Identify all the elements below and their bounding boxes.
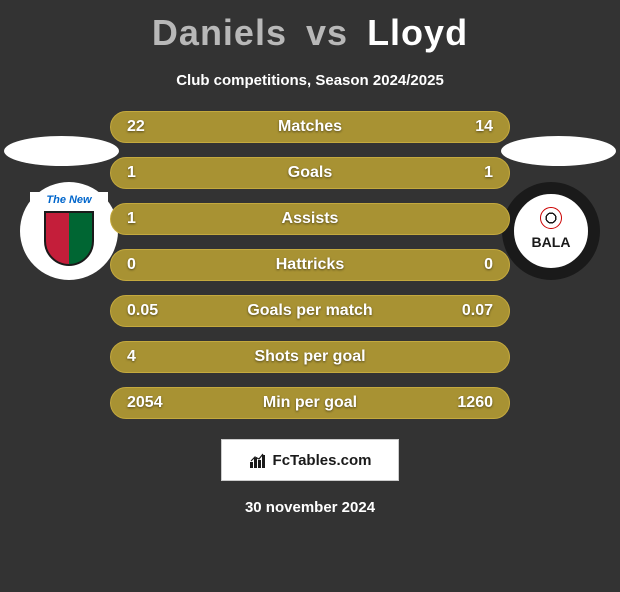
crest-right-inner: BALA xyxy=(521,201,581,261)
stat-left-value: 22 xyxy=(127,118,145,136)
stat-right-value: 0 xyxy=(484,256,493,274)
stat-left-value: 1 xyxy=(127,210,136,228)
stat-label: Shots per goal xyxy=(254,348,365,366)
vs-text: vs xyxy=(306,12,348,53)
page-title: Daniels vs Lloyd xyxy=(0,12,620,54)
stat-bar: 0 Hattricks 0 xyxy=(110,249,510,281)
stat-label: Hattricks xyxy=(276,256,344,274)
stat-left-value: 2054 xyxy=(127,394,163,412)
stat-left-value: 1 xyxy=(127,164,136,182)
stat-bar: 1 Goals 1 xyxy=(110,157,510,189)
stat-right-value: 0.07 xyxy=(462,302,493,320)
stat-label: Goals xyxy=(288,164,332,182)
stat-left-value: 4 xyxy=(127,348,136,366)
stat-right-value: 1 xyxy=(484,164,493,182)
crest-left-text: The New xyxy=(46,194,91,206)
crest-left-inner: The New xyxy=(30,192,108,270)
chart-icon xyxy=(249,452,267,468)
brand-text: FcTables.com xyxy=(273,452,372,469)
crest-right-text: BALA xyxy=(532,234,571,250)
stat-label: Assists xyxy=(282,210,339,228)
stat-label: Min per goal xyxy=(263,394,357,412)
player1-oval xyxy=(4,136,119,166)
stat-right-value: 14 xyxy=(475,118,493,136)
player2-oval xyxy=(501,136,616,166)
stat-bar: 1 Assists xyxy=(110,203,510,235)
subtitle: Club competitions, Season 2024/2025 xyxy=(0,72,620,89)
stat-label: Matches xyxy=(278,118,342,136)
brand-box[interactable]: FcTables.com xyxy=(221,439,399,481)
crest-left-shield xyxy=(44,211,94,266)
player1-name: Daniels xyxy=(152,12,287,53)
crest-right: BALA xyxy=(502,182,600,280)
crest-left: The New xyxy=(20,182,118,280)
stat-right-value: 1260 xyxy=(457,394,493,412)
stat-left-value: 0 xyxy=(127,256,136,274)
stats-bars: 22 Matches 14 1 Goals 1 1 Assists 0 Hatt… xyxy=(110,111,510,419)
date-text: 30 november 2024 xyxy=(0,499,620,516)
stat-bar: 2054 Min per goal 1260 xyxy=(110,387,510,419)
stat-label: Goals per match xyxy=(247,302,372,320)
stat-bar: 22 Matches 14 xyxy=(110,111,510,143)
stat-bar: 0.05 Goals per match 0.07 xyxy=(110,295,510,327)
stat-left-value: 0.05 xyxy=(127,302,158,320)
stat-bar: 4 Shots per goal xyxy=(110,341,510,373)
player2-name: Lloyd xyxy=(367,12,468,53)
